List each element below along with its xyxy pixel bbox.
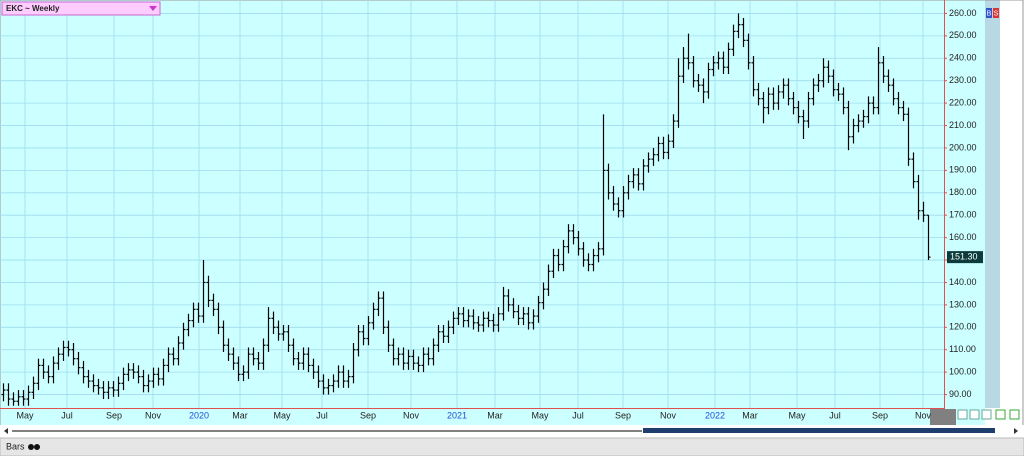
buy-button[interactable] — [986, 8, 992, 18]
y-tick-label: 240.00 — [949, 53, 977, 63]
x-tick-label: May — [788, 410, 806, 420]
bars — [1, 13, 931, 406]
symbol-menu[interactable] — [1, 1, 161, 16]
x-tick-label: Jul — [572, 410, 584, 420]
right-scroll-column — [985, 0, 1000, 408]
y-tick-label: 220.00 — [949, 97, 977, 107]
status-bar — [0, 437, 1024, 456]
x-tick-label: 2022 — [705, 410, 725, 420]
x-tick-label: May — [273, 410, 291, 420]
eye-icon[interactable] — [34, 444, 40, 450]
x-tick-label: May — [531, 410, 549, 420]
last-price-label: 151.30 — [950, 252, 978, 262]
y-tick-label: 100.00 — [949, 367, 977, 377]
chart-style[interactable]: Bars — [6, 441, 25, 451]
y-tick-label: 110.00 — [949, 344, 976, 354]
y-tick-label: 260.00 — [949, 8, 977, 18]
x-tick-label: Jul — [61, 410, 73, 420]
x-tick-label: 2021 — [447, 410, 467, 420]
last-price-box — [947, 251, 983, 264]
x-tick-label: Nov — [915, 410, 932, 420]
scroll-thumb[interactable] — [643, 428, 995, 433]
x-tick-label: Sep — [360, 410, 376, 420]
x-tick-label: Mar — [742, 410, 758, 420]
y-tick-label: 90.00 — [949, 389, 972, 399]
x-tick-label: Sep — [615, 410, 631, 420]
y-tick-label: 130.00 — [949, 299, 977, 309]
y-tick-label: 140.00 — [949, 277, 977, 287]
y-tick-label: 210.00 — [949, 120, 977, 130]
scroll-left[interactable] — [4, 428, 8, 434]
symbol-menu-label: EKC ~ Weekly — [6, 4, 60, 13]
eye-icon[interactable] — [28, 444, 34, 450]
menu-arrow — [149, 6, 157, 11]
x-tick-label: Jul — [316, 410, 328, 420]
y-tick-label: 250.00 — [949, 30, 977, 40]
y-tick-label: 120.00 — [949, 322, 977, 332]
y-tick-label: 170.00 — [949, 210, 977, 220]
x-tick-label: Sep — [872, 410, 888, 420]
plot-background — [0, 0, 985, 425]
toolbar-buttons[interactable] — [957, 409, 1020, 420]
x-tick-label: May — [16, 410, 34, 420]
x-tick-label: Nov — [145, 410, 162, 420]
x-tick-label: Nov — [660, 410, 677, 420]
y-tick-label: 230.00 — [949, 75, 977, 85]
y-tick-label: 190.00 — [949, 165, 977, 175]
x-tick-label: 2020 — [189, 410, 209, 420]
x-tick-label: Mar — [487, 410, 503, 420]
scroll-right[interactable] — [1014, 428, 1018, 434]
sell-label: S — [994, 10, 999, 17]
sell-button[interactable] — [993, 8, 999, 18]
buy-label: B — [987, 10, 992, 17]
x-tick-label: Mar — [232, 410, 248, 420]
y-tick-label: 180.00 — [949, 187, 977, 197]
y-tick-label: 160.00 — [949, 232, 977, 242]
x-tick-label: Sep — [106, 410, 122, 420]
x-tick-label: Jul — [829, 410, 841, 420]
grid — [0, 0, 947, 408]
x-tick-label: Nov — [403, 410, 420, 420]
axis-corner — [930, 409, 956, 425]
y-tick-label: 200.00 — [949, 142, 977, 152]
